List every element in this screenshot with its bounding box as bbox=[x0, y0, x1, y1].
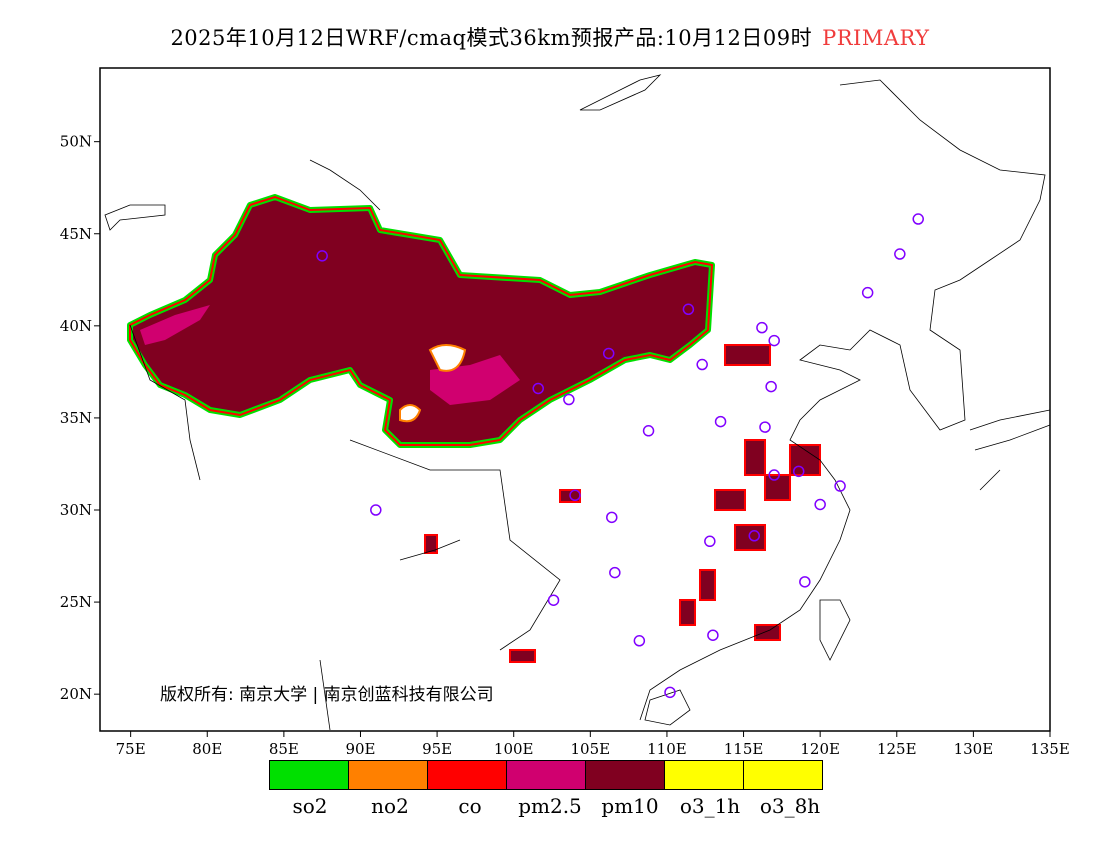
lon-tick-label: 90E bbox=[345, 740, 375, 758]
pollution-region-northwest bbox=[127, 194, 715, 448]
legend-label-so2: so2 bbox=[292, 794, 328, 818]
legend-label-no2: no2 bbox=[371, 794, 409, 818]
station-marker bbox=[861, 286, 874, 299]
station-marker bbox=[682, 303, 695, 316]
lon-tick-label: 75E bbox=[116, 740, 146, 758]
legend-swatch-co bbox=[427, 760, 507, 790]
legend-swatch-o3-8h bbox=[743, 760, 823, 790]
lat-tick-label: 30N bbox=[60, 501, 92, 519]
station-marker bbox=[563, 393, 575, 406]
legend-swatch-no2 bbox=[348, 760, 428, 790]
station-marker bbox=[704, 535, 716, 548]
station-marker bbox=[316, 250, 328, 262]
station-marker bbox=[606, 511, 618, 524]
station-marker bbox=[696, 358, 708, 371]
station-marker bbox=[799, 576, 811, 588]
station-marker bbox=[609, 566, 621, 579]
coastline-and-borders bbox=[104, 74, 1051, 731]
lon-tick-label: 125E bbox=[877, 740, 917, 758]
legend-swatch-pm25 bbox=[506, 760, 586, 790]
station-marker bbox=[759, 421, 771, 433]
lat-tick-label: 50N bbox=[60, 133, 92, 151]
lon-tick-label: 95E bbox=[422, 740, 452, 758]
lon-tick-label: 105E bbox=[571, 740, 611, 758]
lon-tick-label: 100E bbox=[494, 740, 534, 758]
lat-tick-label: 45N bbox=[60, 225, 92, 243]
legend bbox=[269, 760, 823, 790]
legend-label-pm10: pm10 bbox=[601, 794, 659, 818]
station-marker bbox=[792, 465, 805, 478]
lon-tick-label: 130E bbox=[954, 740, 994, 758]
station-marker bbox=[765, 380, 777, 393]
legend-label-co: co bbox=[458, 794, 482, 818]
copyright-text: 版权所有: 南京大学 | 南京创蓝科技有限公司 bbox=[160, 685, 494, 705]
lon-tick-label: 85E bbox=[269, 740, 299, 758]
station-marker bbox=[814, 498, 826, 511]
station-marker bbox=[768, 469, 780, 481]
lat-tick-label: 40N bbox=[60, 317, 92, 335]
station-marker bbox=[532, 382, 544, 395]
map-title: 2025年10月12日WRF/cmaq模式36km预报产品:10月12日09时 P… bbox=[0, 22, 1100, 52]
station-marker bbox=[748, 530, 761, 542]
legend-label-o3-1h: o3_1h bbox=[679, 794, 741, 818]
legend-label-pm25: pm2.5 bbox=[518, 794, 582, 818]
station-marker bbox=[707, 629, 719, 641]
lon-tick-label: 115E bbox=[724, 740, 764, 758]
station-marker bbox=[834, 480, 846, 492]
station-marker bbox=[756, 321, 768, 334]
legend-label-o3-8h: o3_8h bbox=[759, 794, 821, 818]
title-text: 2025年10月12日WRF/cmaq模式36km预报产品:10月12日09时 bbox=[170, 26, 813, 50]
primary-tag: PRIMARY bbox=[822, 26, 930, 50]
station-marker bbox=[633, 635, 646, 647]
lat-tick-label: 25N bbox=[60, 593, 92, 611]
station-marker bbox=[894, 248, 906, 260]
station-marker bbox=[912, 213, 924, 225]
station-marker bbox=[370, 504, 382, 516]
lon-tick-label: 135E bbox=[1030, 740, 1070, 758]
station-marker bbox=[602, 347, 615, 360]
station-marker bbox=[664, 686, 676, 699]
lon-tick-label: 110E bbox=[647, 740, 687, 758]
station-marker bbox=[714, 415, 727, 428]
station-marker bbox=[569, 489, 581, 502]
station-marker bbox=[768, 334, 780, 347]
station-marker bbox=[547, 594, 560, 606]
station-marker bbox=[642, 425, 655, 437]
lon-tick-label: 80E bbox=[192, 740, 222, 758]
lat-tick-label: 35N bbox=[60, 409, 92, 427]
lon-tick-label: 120E bbox=[800, 740, 840, 758]
legend-swatch-o3-1h bbox=[664, 760, 744, 790]
lat-tick-label: 20N bbox=[60, 685, 92, 703]
legend-swatch-pm10 bbox=[585, 760, 665, 790]
legend-swatch-so2 bbox=[269, 760, 349, 790]
